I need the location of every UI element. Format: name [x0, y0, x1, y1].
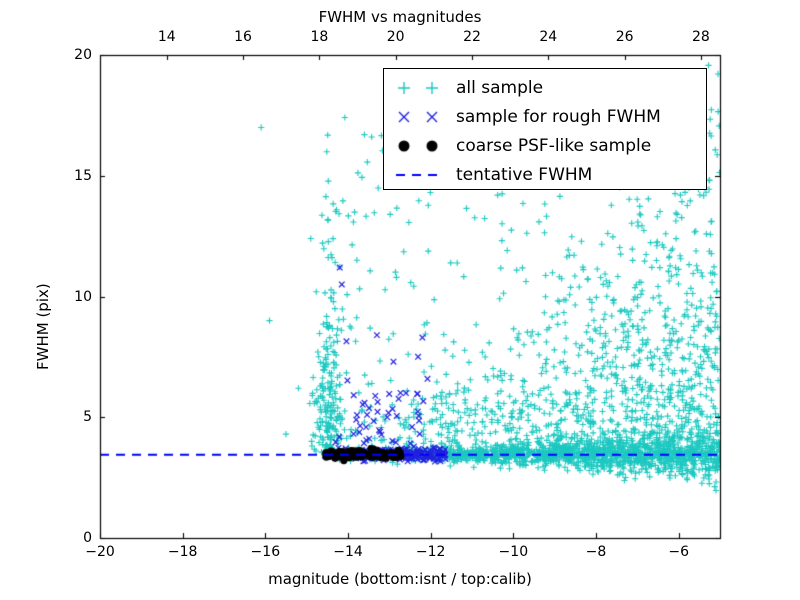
x-tick-bottom: −14	[333, 544, 363, 560]
x-tick-top: 26	[615, 29, 634, 45]
y-axis-label: FWHM (pix)	[34, 283, 52, 370]
x-tick-top: 16	[234, 29, 252, 45]
x-tick-bottom: −18	[167, 544, 198, 560]
y-tick: 15	[74, 167, 92, 184]
y-tick: 5	[83, 409, 92, 426]
legend-marker-cross-icon	[384, 102, 456, 132]
legend-marker-plus-icon	[384, 73, 456, 103]
legend-marker-dot-icon	[384, 131, 456, 161]
legend-label: all sample	[456, 78, 544, 98]
legend-entry: all sample	[384, 73, 706, 103]
x-tick-bottom: −8	[585, 544, 607, 560]
legend-entry: coarse PSF-like sample	[384, 131, 706, 161]
x-tick-top: 22	[463, 29, 481, 45]
legend-label: tentative FWHM	[456, 165, 593, 185]
x-tick-top: 28	[692, 29, 710, 45]
x-tick-top: 20	[386, 29, 405, 45]
x-tick-bottom: −16	[250, 544, 281, 560]
legend-label: coarse PSF-like sample	[456, 136, 652, 156]
y-tick: 10	[74, 288, 92, 305]
legend-marker-dashed-icon	[384, 160, 456, 190]
y-tick: 20	[74, 47, 92, 63]
y-tick: 0	[83, 530, 92, 546]
x-tick-bottom: −6	[668, 544, 689, 560]
x-tick-top: 14	[157, 29, 176, 45]
x-tick-top: 24	[539, 29, 558, 45]
x-tick-bottom: −10	[498, 544, 529, 560]
x-tick-bottom: −12	[415, 544, 446, 560]
x-tick-top: 18	[310, 29, 329, 45]
legend-entry: sample for rough FWHM	[384, 102, 706, 132]
x-axis-label: magnitude (bottom:isnt / top:calib)	[268, 570, 532, 588]
legend-label: sample for rough FWHM	[456, 107, 661, 127]
legend: all sample sample for rough FWHM coarse PS…	[383, 68, 707, 190]
legend-entry: tentative FWHM	[384, 160, 706, 190]
x-tick-bottom: −20	[85, 544, 115, 560]
chart-title: FWHM vs magnitudes	[318, 8, 482, 26]
